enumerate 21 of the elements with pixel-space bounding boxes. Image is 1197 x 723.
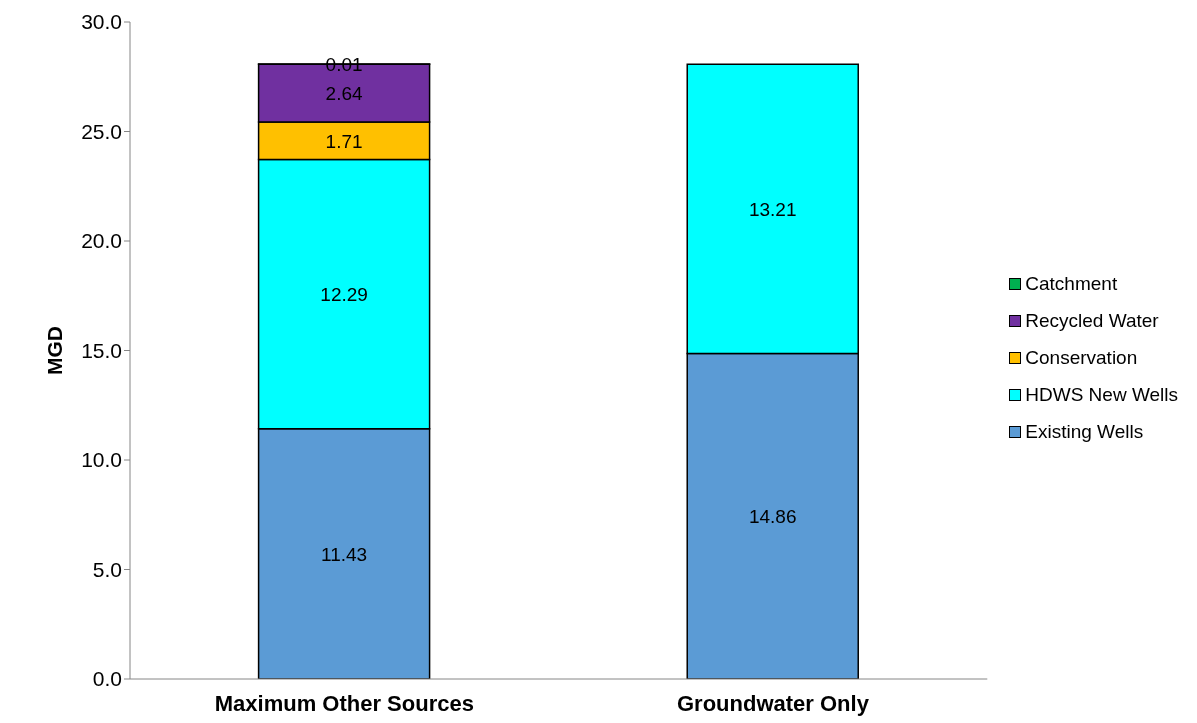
y-tick-label: 20.0 <box>81 229 122 253</box>
data-label: 1.71 <box>325 130 363 152</box>
legend-label: Existing Wells <box>1025 421 1144 443</box>
legend-label: HDWS New Wells <box>1025 384 1178 406</box>
legend-label: Catchment <box>1025 273 1118 295</box>
y-tick-label: 5.0 <box>92 557 122 581</box>
x-tick-label: Maximum Other Sources <box>214 690 474 716</box>
x-tick-label: Groundwater Only <box>677 690 870 716</box>
y-tick-label: 0.0 <box>92 667 122 691</box>
y-tick-label: 10.0 <box>81 448 122 472</box>
y-tick-label: 30.0 <box>81 10 122 34</box>
legend-label: Recycled Water <box>1025 310 1159 332</box>
data-label: 14.86 <box>748 506 797 528</box>
legend-label: Conservation <box>1025 347 1138 369</box>
y-tick-label: 25.0 <box>81 119 122 143</box>
data-label: 12.29 <box>320 283 368 305</box>
data-label: 11.43 <box>321 543 368 565</box>
y-tick-label: 15.0 <box>81 338 122 362</box>
data-label: 13.21 <box>748 198 797 220</box>
data-label: 2.64 <box>325 82 364 104</box>
y-axis-title: MGD <box>43 326 67 375</box>
